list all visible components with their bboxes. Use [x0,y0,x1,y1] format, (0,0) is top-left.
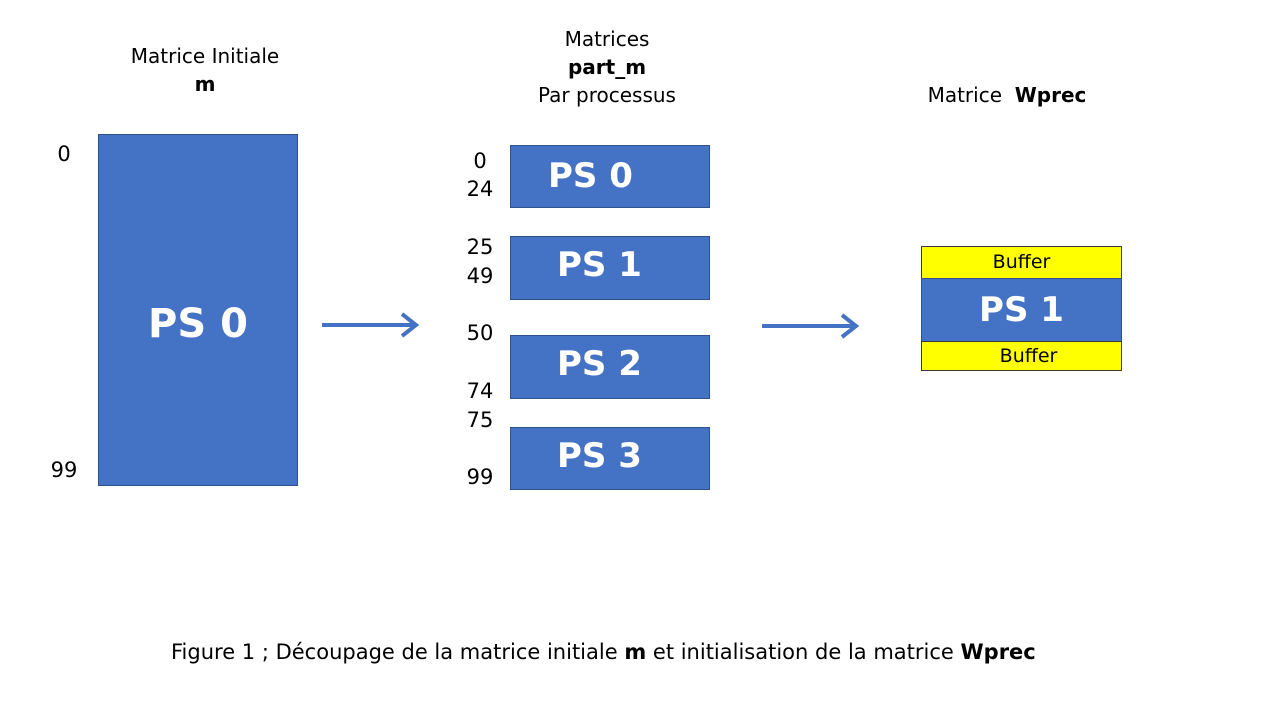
caption-prefix: Figure 1 ; Découpage de la matrice initi… [171,640,625,664]
parts-title: Matrices part_m Par processus [507,25,707,109]
part-block-3-label: PS 3 [557,436,642,476]
initial-block-label: PS 0 [148,301,248,347]
initial-row-start: 0 [57,142,71,166]
parts-subtitle: Par processus [538,83,676,107]
part-0-start: 0 [473,149,487,173]
initial-row-end: 99 [50,458,78,482]
wprec-block-label: PS 1 [979,290,1064,330]
part-3-end: 99 [466,465,494,489]
wprec-name: Wprec [1014,83,1087,107]
caption-middle: et initialisation de la matrice [646,640,961,664]
part-1-end: 49 [466,264,494,288]
parts-name: part_m [567,55,647,79]
part-block-1-label: PS 1 [557,245,642,285]
part-block-2-label: PS 2 [557,344,642,384]
wprec-buffer-bottom-label: Buffer [999,345,1058,367]
wprec-block: PS 1 [921,278,1122,342]
arrow-right-icon [762,313,860,339]
wprec-title-text: Matrice [927,83,1003,107]
part-block-0: PS 0 [510,145,710,208]
figure-caption: Figure 1 ; Découpage de la matrice initi… [171,640,1036,664]
arrow-right-icon [322,312,420,338]
part-2-start: 50 [466,321,494,345]
part-block-3: PS 3 [510,427,710,490]
initial-matrix-title-text: Matrice Initiale [130,44,280,68]
wprec-buffer-top: Buffer [921,246,1122,279]
part-0-end: 24 [466,177,494,201]
part-block-0-label: PS 0 [548,156,633,196]
initial-matrix-name: m [194,72,216,96]
initial-matrix-title: Matrice Initiale m [105,42,305,98]
wprec-buffer-bottom: Buffer [921,341,1122,371]
part-block-2: PS 2 [510,335,710,399]
caption-wprec: Wprec [960,640,1036,664]
part-2-end: 74 [466,379,494,403]
wprec-title: Matrice Wprec [907,81,1107,109]
part-3-start: 75 [466,408,494,432]
caption-m: m [624,640,647,664]
initial-matrix-block: PS 0 [98,134,298,486]
parts-title-text: Matrices [564,27,650,51]
part-1-start: 25 [466,235,494,259]
part-block-1: PS 1 [510,236,710,300]
